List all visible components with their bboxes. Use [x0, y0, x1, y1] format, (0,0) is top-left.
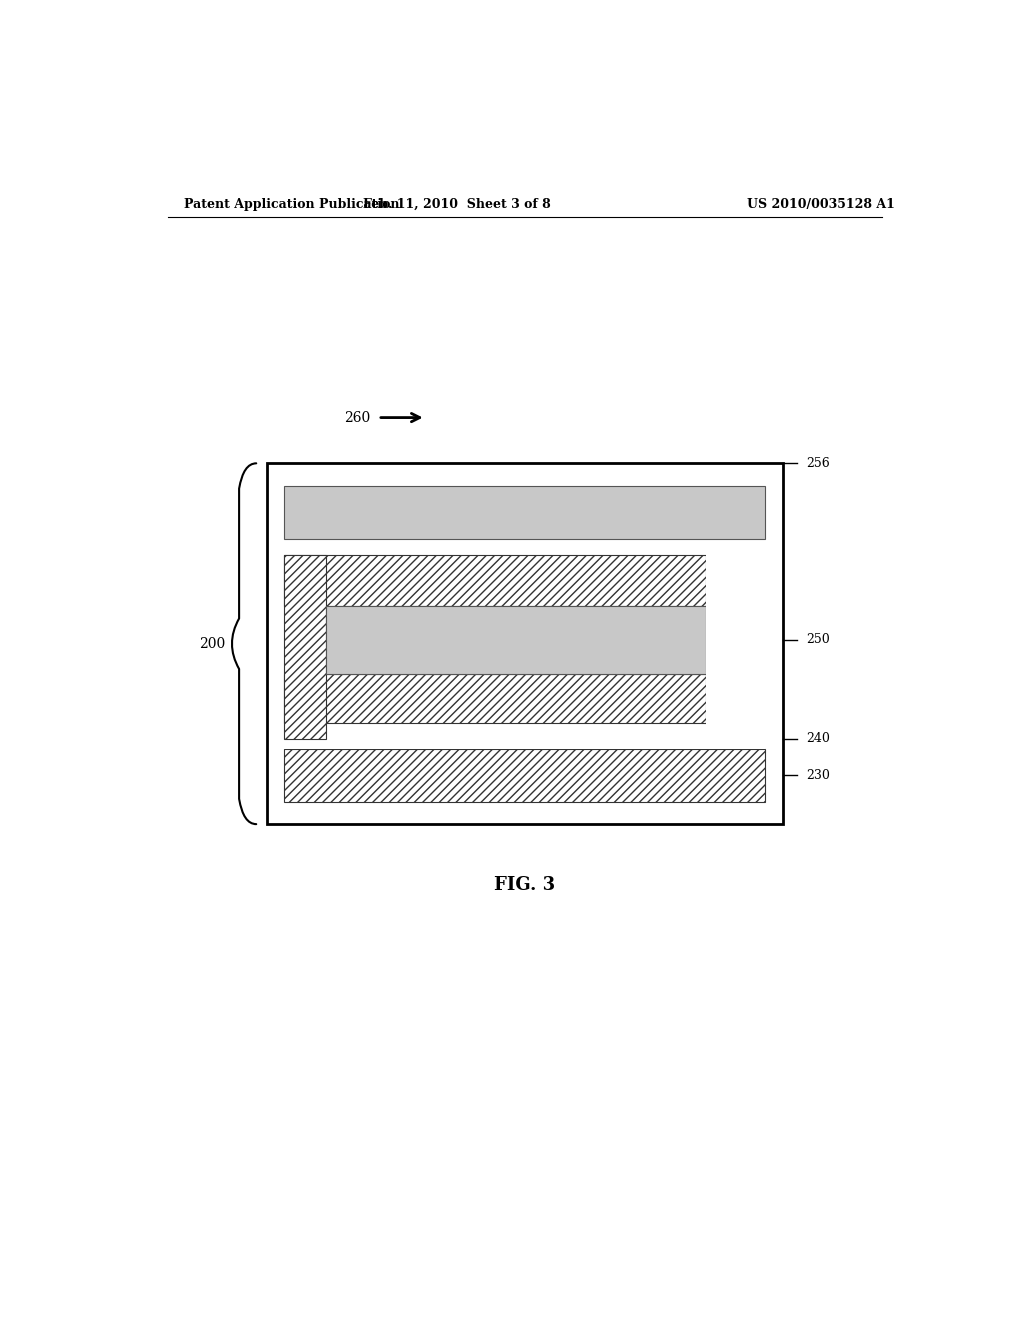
Text: 260: 260	[344, 411, 370, 425]
Text: 250: 250	[807, 634, 830, 647]
Text: 256: 256	[807, 457, 830, 470]
Bar	[285, 739, 765, 748]
Bar	[706, 553, 773, 741]
Text: 240: 240	[807, 733, 830, 746]
Bar	[267, 463, 782, 824]
Bar	[326, 606, 706, 673]
Bar	[285, 486, 765, 539]
Bar	[285, 673, 706, 722]
Text: US 2010/0035128 A1: US 2010/0035128 A1	[748, 198, 895, 211]
Bar	[285, 554, 706, 606]
Text: 200: 200	[199, 636, 225, 651]
Text: 230: 230	[807, 768, 830, 781]
Bar	[285, 748, 765, 801]
Text: Feb. 11, 2010  Sheet 3 of 8: Feb. 11, 2010 Sheet 3 of 8	[364, 198, 551, 211]
Text: FIG. 3: FIG. 3	[495, 876, 555, 894]
Bar	[285, 554, 326, 739]
Text: Patent Application Publication: Patent Application Publication	[183, 198, 399, 211]
